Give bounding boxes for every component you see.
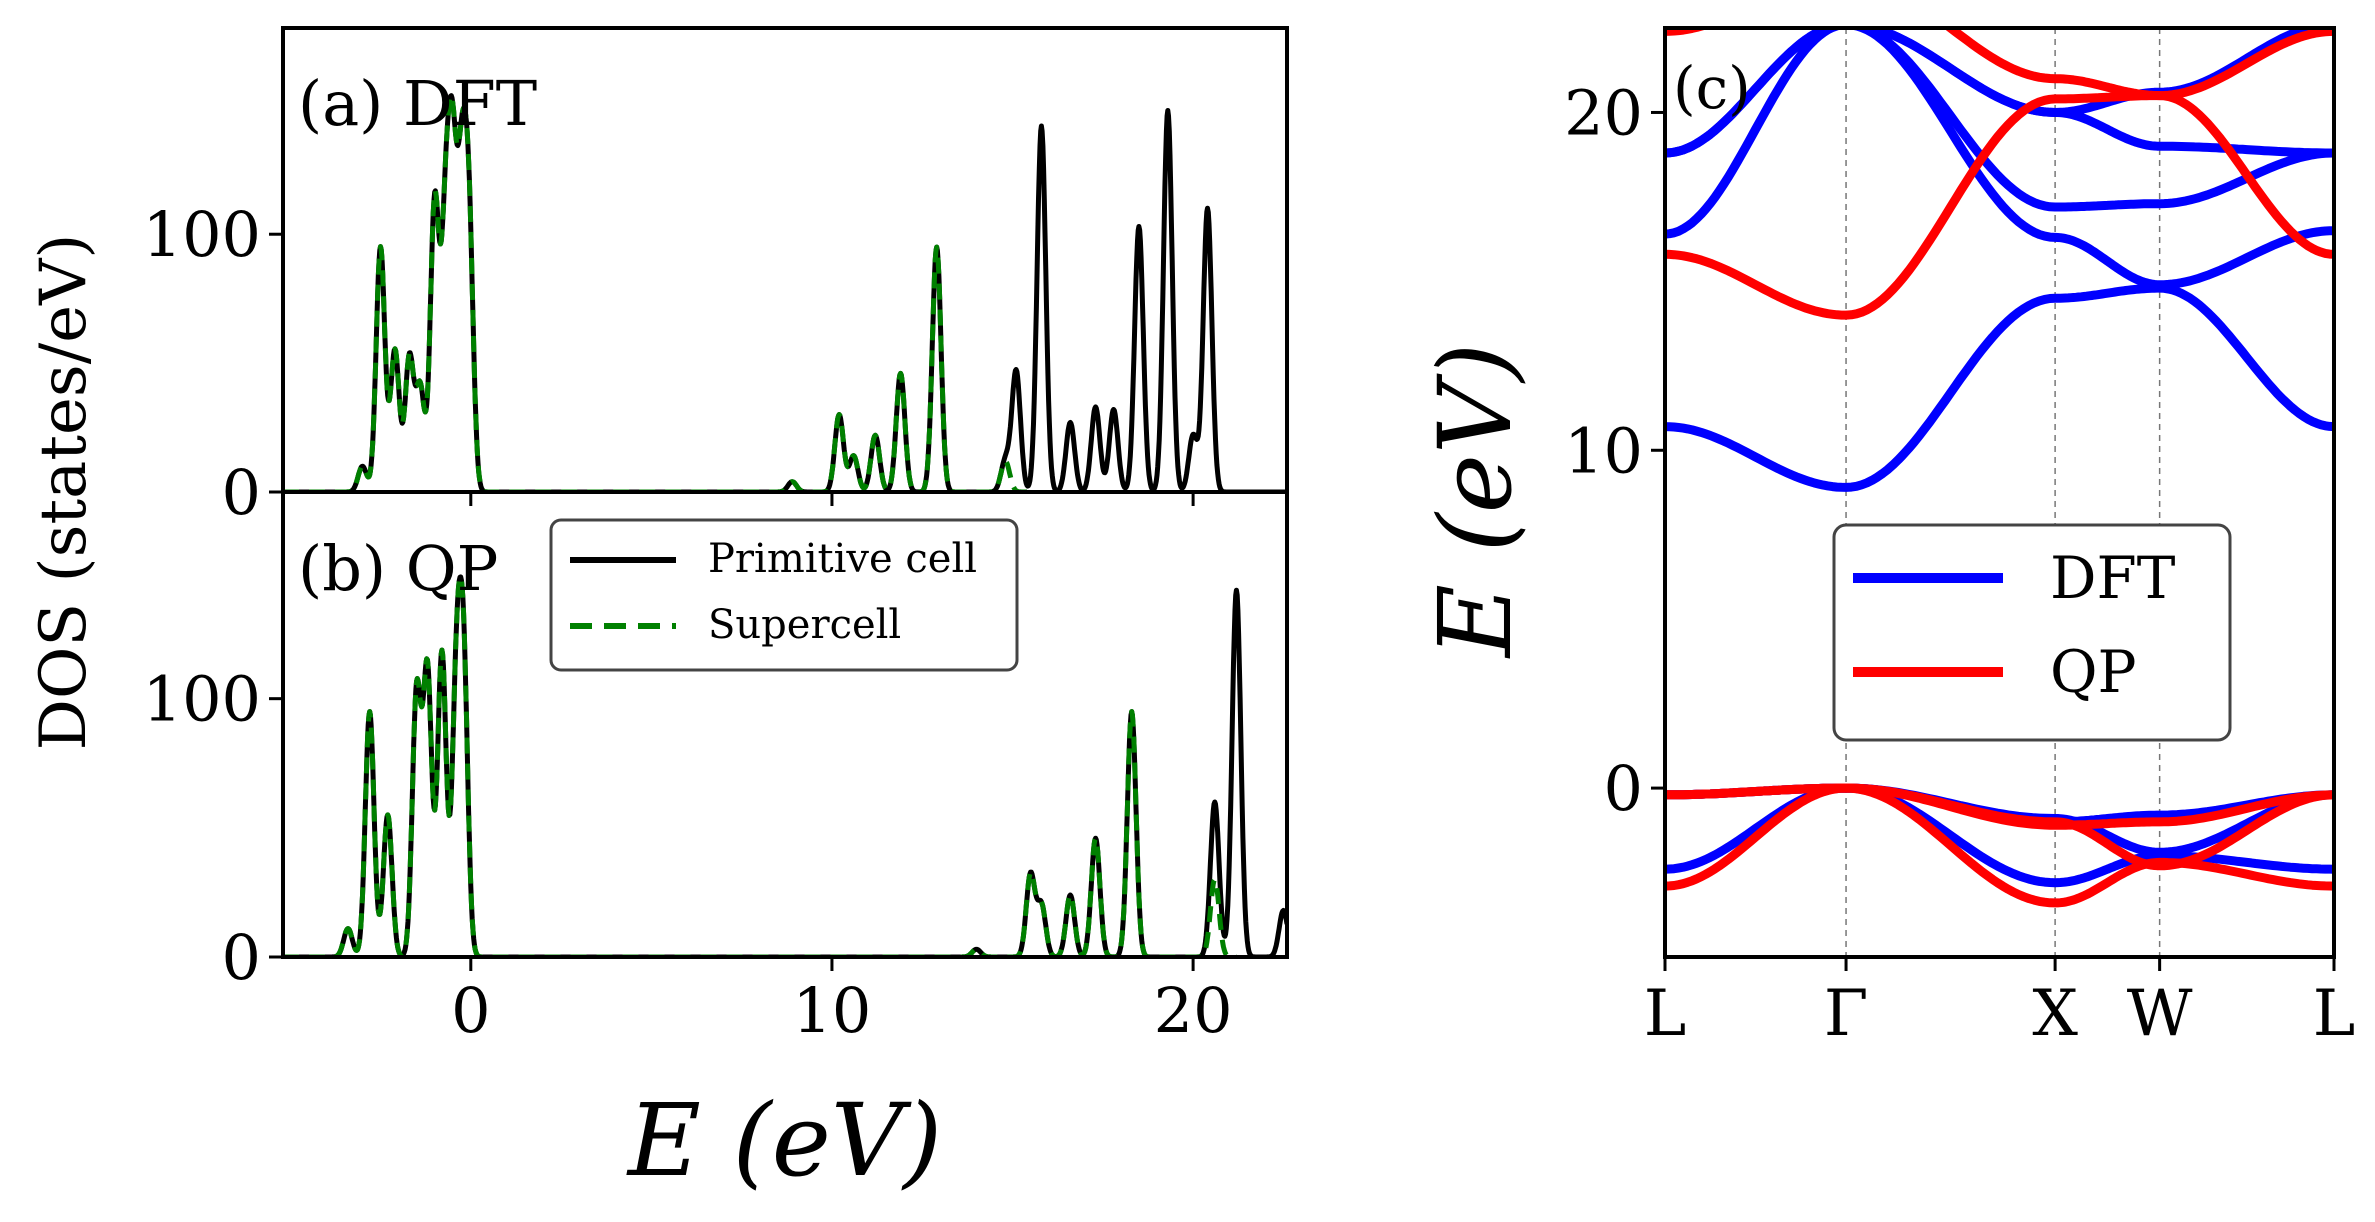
panel-a: 0 100 (a) DFT [143,26,1289,529]
panel-b: 0 10 20 0 100 (b) QP Primitive cell Supercel… [143,490,1289,1047]
y-tick-label: 0 [1604,752,1643,825]
legend-c-dft-label: DFT [2050,544,2176,612]
legend-b-supercell-label: Supercell [708,602,901,648]
panel-b-ticks: 0 10 20 0 100 [143,663,1233,1047]
y-tick-label: 0 [222,456,261,529]
band-ylabel: E (eV) [1417,343,1534,659]
legend-b-primitive-label: Primitive cell [708,536,977,582]
panel-b-label: (b) QP [298,532,498,605]
panel-a-plot [283,93,1287,492]
band-dft [1665,28,2334,290]
x-tick-label: 20 [1154,974,1233,1047]
dos-series-supercell [283,574,1239,957]
dos-series-primitive-cell [283,93,1287,492]
k-tick-label: W [2127,977,2193,1051]
panel-c-label: (c) [1673,54,1751,122]
panel-c-ticks: L Γ X W L 0 10 20 [1564,76,2355,1051]
panel-a-label: (a) DFT [298,67,537,140]
legend-b: Primitive cell Supercell [549,518,1019,672]
panel-b-plot [283,574,1287,957]
band-qp [1665,783,2334,871]
band-dft [1665,283,2334,492]
y-tick-label: 10 [1564,414,1643,487]
panel-b-frame [281,490,1289,959]
legend-c-qp-label: QP [2050,638,2137,706]
y-tick-label: 0 [222,921,261,994]
y-tick-label: 100 [143,663,261,736]
dos-xlabel: E (eV) [626,1082,942,1199]
k-tick-label: X [2032,977,2078,1051]
panel-a-ticks: 0 100 [143,198,1195,529]
band-qp [1665,28,2334,101]
k-tick-label: L [2313,977,2356,1051]
panel-c-frame [1663,26,2336,959]
x-tick-label: 0 [451,974,490,1047]
y-tick-label: 20 [1564,76,1643,149]
panel-c-plot [1665,28,2334,957]
band-qp [1665,91,2334,320]
band-qp [1665,783,2334,908]
k-tick-label: L [1644,977,1687,1051]
legend-c: DFT QP [1832,523,2232,742]
k-tick-label: Γ [1824,977,1868,1051]
dos-ylabel: DOS (states/eV) [27,234,101,751]
y-tick-label: 100 [143,198,261,271]
x-tick-label: 10 [792,974,871,1047]
dos-series-supercell [283,93,1029,492]
panel-c: L Γ X W L 0 10 20 (c) E (eV) DFT QP [1417,26,2355,1051]
